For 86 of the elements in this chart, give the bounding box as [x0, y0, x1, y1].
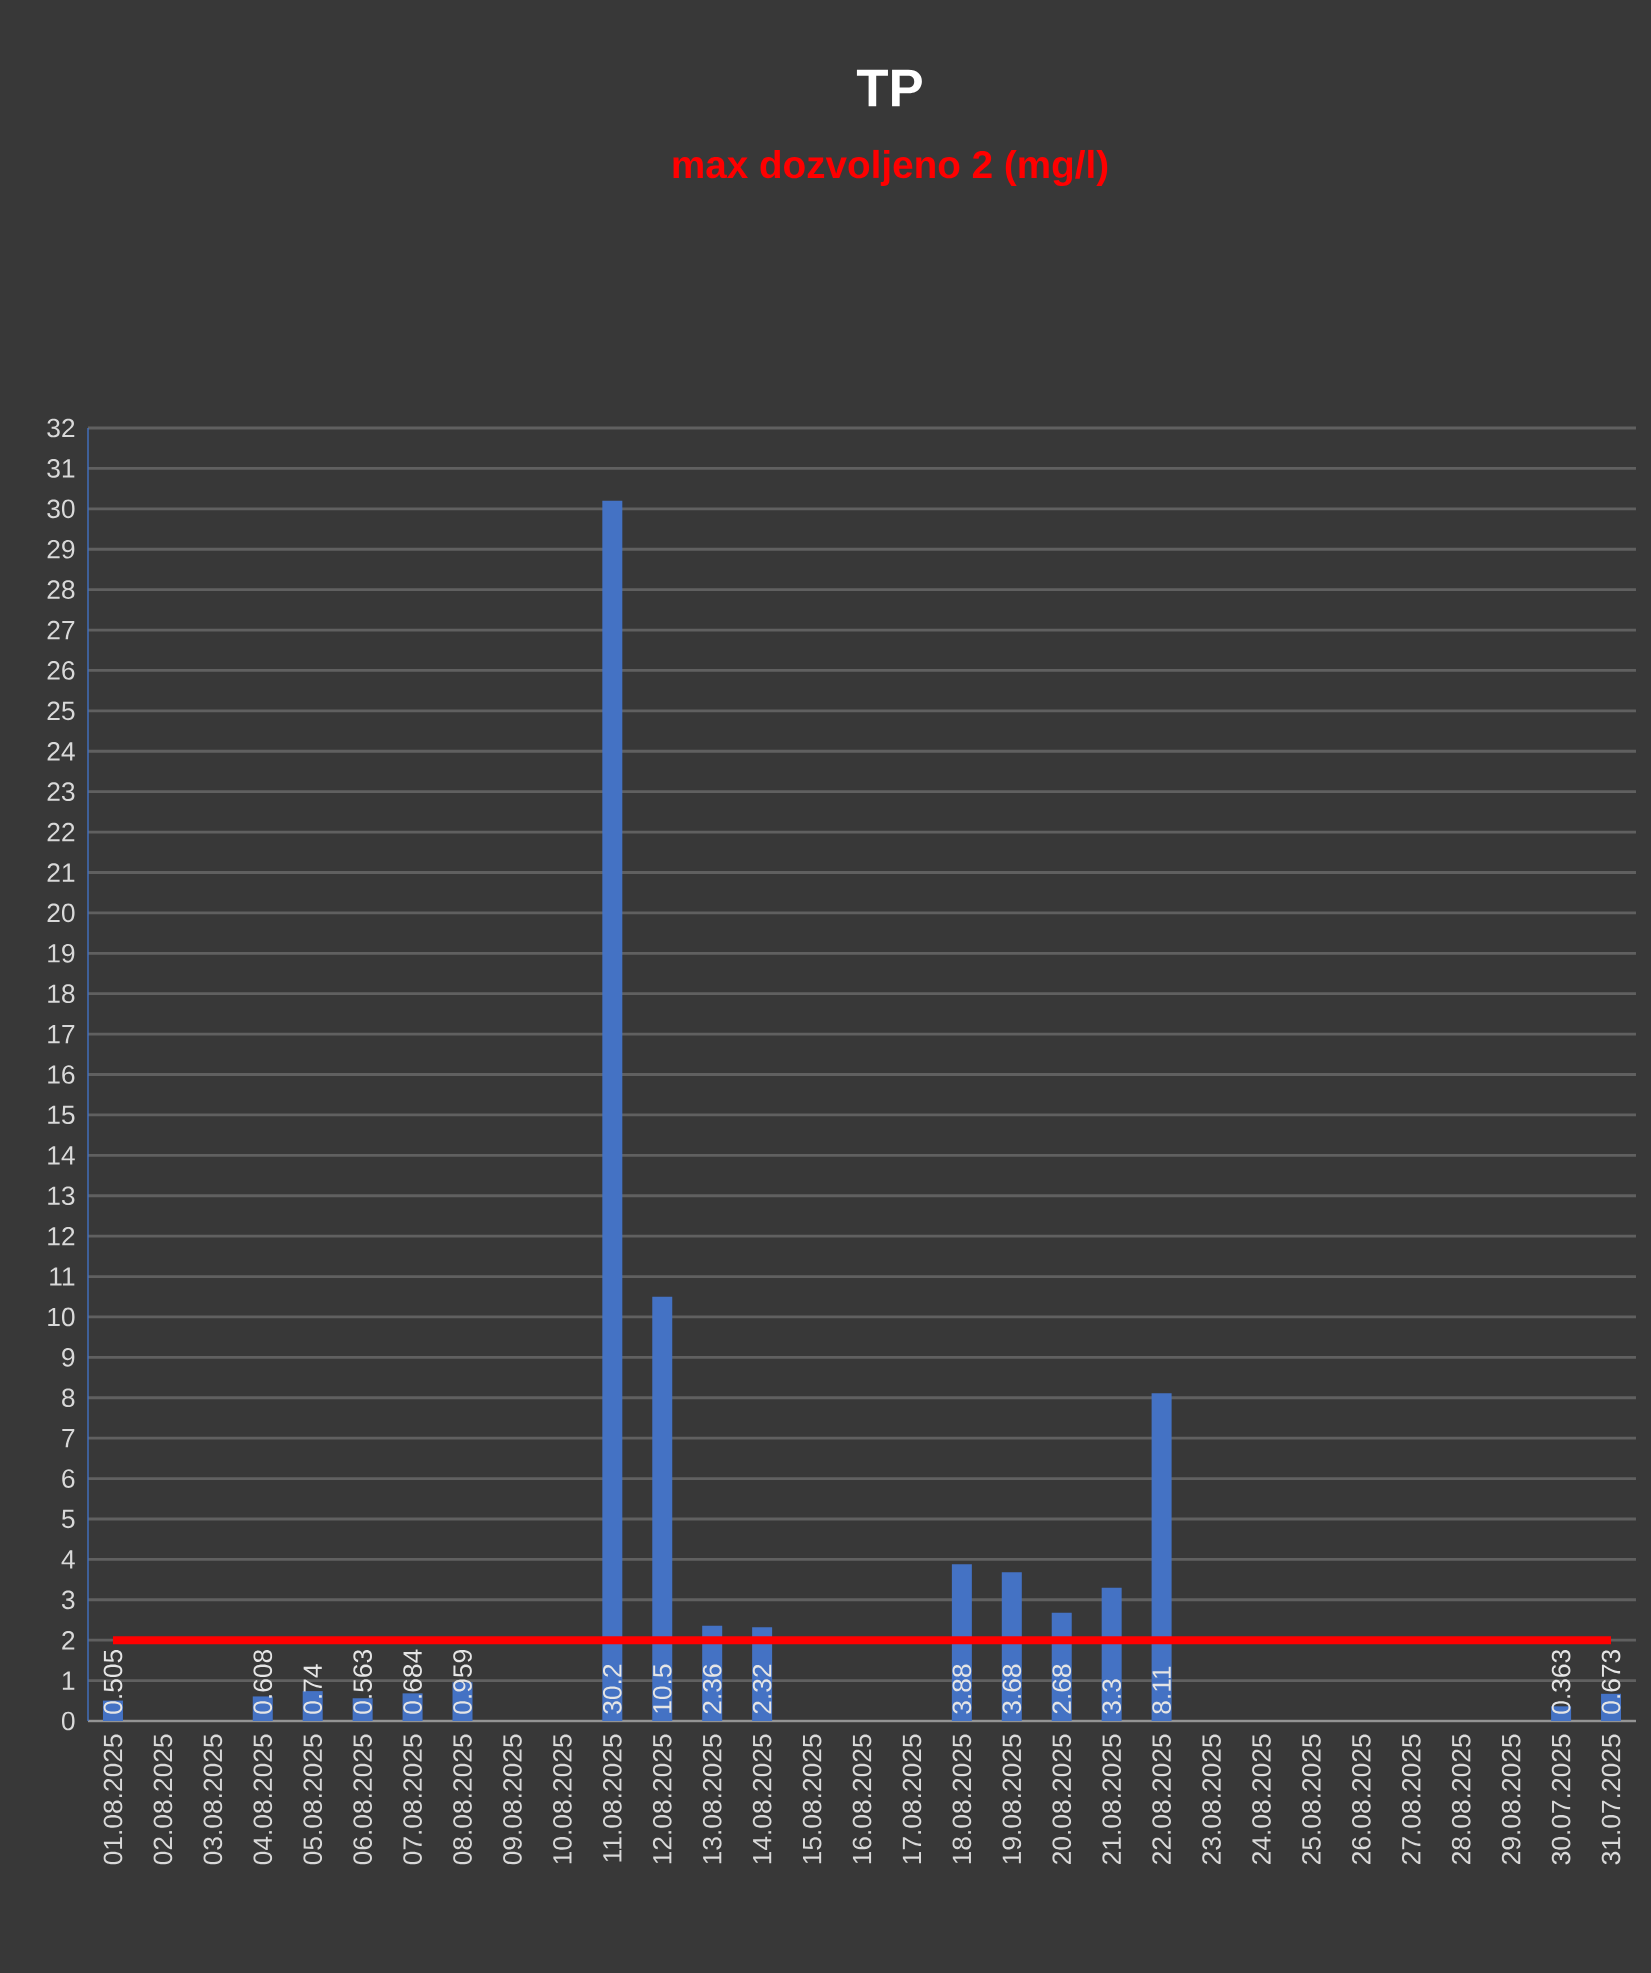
data-label: 0.959 — [453, 1650, 472, 1714]
x-tick-label: 05.08.2025 — [303, 1734, 323, 1865]
data-label: 3.3 — [1102, 1679, 1122, 1714]
x-tick-label: 03.08.2025 — [203, 1734, 223, 1865]
y-tick-label: 23 — [47, 782, 75, 802]
x-tick-label: 13.08.2025 — [702, 1734, 722, 1864]
y-tick-label: 13 — [48, 1186, 75, 1206]
y-tick-label: 16 — [48, 1065, 75, 1084]
y-tick-label: 14 — [48, 1146, 75, 1165]
y-tick-label: 6 — [62, 1469, 75, 1488]
data-label: 0.684 — [403, 1649, 422, 1714]
data-label: 0.563 — [353, 1649, 372, 1714]
data-label: 0.673 — [1601, 1649, 1621, 1714]
x-tick-label: 09.08.2025 — [503, 1734, 522, 1865]
x-tick-label: 08.08.2025 — [453, 1734, 472, 1865]
y-tick-label: 5 — [61, 1509, 75, 1529]
x-tick-label: 07.08.2025 — [403, 1734, 422, 1865]
x-tick-label: 18.08.2025 — [952, 1734, 972, 1864]
y-tick-label: 12 — [48, 1226, 75, 1246]
y-tick-label: 7 — [62, 1429, 75, 1448]
y-tick-label: 4 — [61, 1550, 75, 1569]
chart-subtitle: max dozvoljeno 2 (mg/l) — [673, 149, 1108, 187]
y-tick-label: 30 — [47, 499, 75, 519]
y-tick-label: 26 — [47, 661, 75, 680]
y-tick-label: 10 — [48, 1307, 75, 1327]
x-tick-label: 17.08.2025 — [902, 1734, 922, 1864]
x-tick-label: 28.08.2025 — [1451, 1734, 1471, 1865]
y-tick-label: 3 — [61, 1590, 75, 1610]
bar — [652, 1296, 673, 1721]
y-tick-label: 2 — [62, 1630, 75, 1650]
x-tick-label: 02.08.2025 — [153, 1734, 173, 1865]
x-tick-label: 25.08.2025 — [1302, 1734, 1321, 1865]
x-tick-label: 16.08.2025 — [852, 1734, 872, 1864]
bar — [1151, 1393, 1172, 1721]
y-tick-label: 8 — [62, 1388, 75, 1408]
x-tick-label: 27.08.2025 — [1401, 1734, 1421, 1865]
x-tick-label: 06.08.2025 — [353, 1734, 372, 1865]
x-tick-label: 30.07.2025 — [1551, 1734, 1571, 1865]
y-tick-label: 32 — [47, 418, 75, 438]
data-label: 30.2 — [602, 1664, 622, 1714]
y-tick-label: 0 — [61, 1711, 75, 1731]
y-tick-label: 25 — [47, 701, 75, 721]
data-label: 0.505 — [103, 1649, 123, 1714]
y-tick-label: 15 — [48, 1105, 75, 1125]
data-label: 3.88 — [952, 1664, 972, 1714]
y-tick-label: 29 — [47, 539, 75, 559]
y-tick-label: 27 — [47, 620, 75, 640]
chart-title: TP — [856, 69, 922, 107]
data-label: 0.608 — [253, 1649, 273, 1714]
x-tick-label: 22.08.2025 — [1152, 1734, 1171, 1865]
data-label: 2.36 — [702, 1664, 722, 1714]
y-tick-label: 17 — [48, 1025, 75, 1044]
data-label: 2.32 — [752, 1664, 772, 1714]
data-label: 3.68 — [1002, 1664, 1022, 1714]
y-tick-label: 1 — [62, 1671, 75, 1690]
x-tick-label: 31.07.2025 — [1601, 1734, 1621, 1865]
data-label: 8.11 — [1152, 1666, 1171, 1714]
x-tick-label: 11.08.2025 — [602, 1734, 622, 1862]
x-tick-label: 01.08.2025 — [103, 1734, 123, 1865]
x-tick-label: 26.08.2025 — [1352, 1734, 1371, 1865]
x-tick-label: 14.08.2025 — [752, 1734, 772, 1864]
y-tick-label: 22 — [47, 822, 75, 842]
x-tick-label: 23.08.2025 — [1202, 1734, 1221, 1865]
x-tick-label: 20.08.2025 — [1052, 1734, 1072, 1865]
y-tick-label: 21 — [47, 863, 75, 882]
y-tick-label: 11 — [50, 1267, 75, 1286]
x-tick-label: 10.08.2025 — [553, 1734, 572, 1864]
x-tick-label: 29.08.2025 — [1501, 1734, 1521, 1865]
y-tick-label: 9 — [62, 1348, 75, 1367]
data-label: 10.5 — [652, 1664, 672, 1713]
x-tick-label: 21.08.2025 — [1102, 1734, 1122, 1865]
x-tick-label: 12.08.2025 — [652, 1734, 672, 1864]
y-tick-label: 18 — [48, 984, 75, 1004]
x-tick-label: 04.08.2025 — [253, 1734, 273, 1865]
y-tick-label: 20 — [47, 903, 75, 923]
data-label: 0.74 — [303, 1664, 323, 1714]
x-tick-label: 24.08.2025 — [1252, 1734, 1271, 1865]
y-tick-label: 28 — [47, 580, 75, 599]
x-tick-label: 15.08.2025 — [802, 1734, 822, 1864]
y-tick-label: 24 — [47, 742, 75, 761]
bar — [602, 500, 623, 1721]
data-label: 2.68 — [1052, 1664, 1072, 1714]
x-tick-label: 19.08.2025 — [1002, 1734, 1022, 1864]
data-label: 0.363 — [1551, 1649, 1571, 1714]
y-tick-label: 19 — [48, 943, 75, 963]
y-tick-label: 31 — [47, 459, 75, 478]
